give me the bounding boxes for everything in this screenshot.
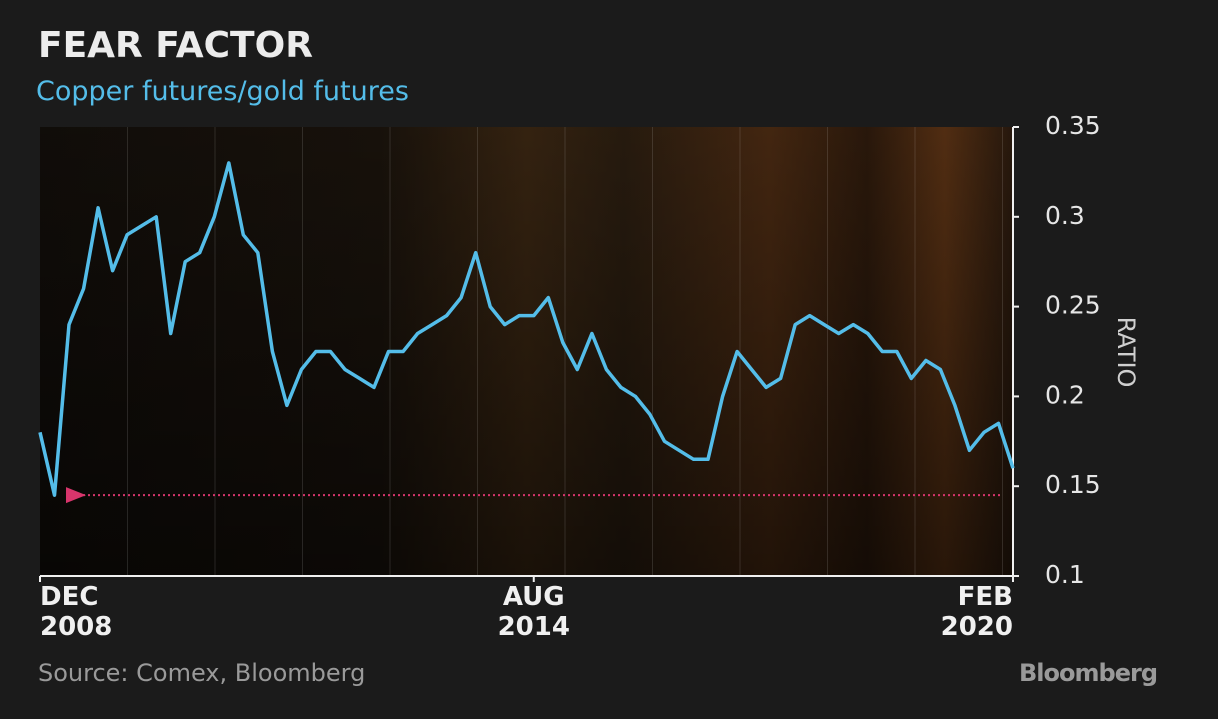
y-tick-label: 0.3: [1045, 201, 1085, 230]
brand: Bloomberg: [1019, 659, 1157, 687]
x-tick-label: AUG 2014: [497, 582, 570, 642]
vertical-grid: [127, 127, 1003, 576]
y-axis-label: RATIO: [1112, 317, 1140, 388]
y-tick-label: 0.1: [1045, 560, 1085, 589]
y-tick-label: 0.25: [1045, 291, 1101, 320]
y-tick-label: 0.15: [1045, 470, 1101, 499]
chart-title: FEAR FACTOR: [38, 25, 313, 66]
y-tick-label: 0.2: [1045, 380, 1085, 409]
data-line: [38, 161, 1015, 497]
x-tick-label: FEB 2020: [940, 582, 1013, 642]
chart-subtitle: Copper futures/gold futures: [36, 76, 409, 107]
plot-shade: [40, 127, 1013, 576]
x-tick-label: DEC 2008: [40, 582, 113, 642]
y-tick-label: 0.35: [1045, 111, 1101, 140]
source: Source: Comex, Bloomberg: [38, 659, 365, 687]
